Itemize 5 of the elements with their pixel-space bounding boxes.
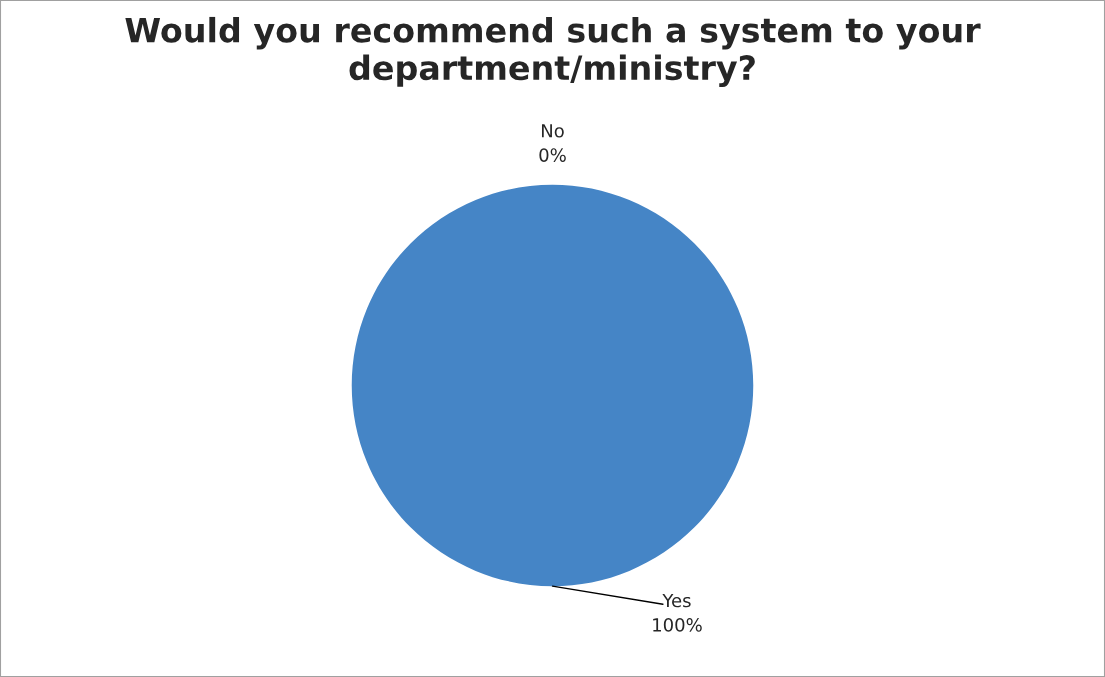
chart-title: Would you recommend such a system to your department/ministry? — [125, 16, 981, 88]
text: 0% — [539, 148, 566, 162]
category-label: No — [541, 124, 564, 138]
data-label: 100% — [653, 618, 702, 632]
slice-label: Yes — [662, 593, 691, 608]
